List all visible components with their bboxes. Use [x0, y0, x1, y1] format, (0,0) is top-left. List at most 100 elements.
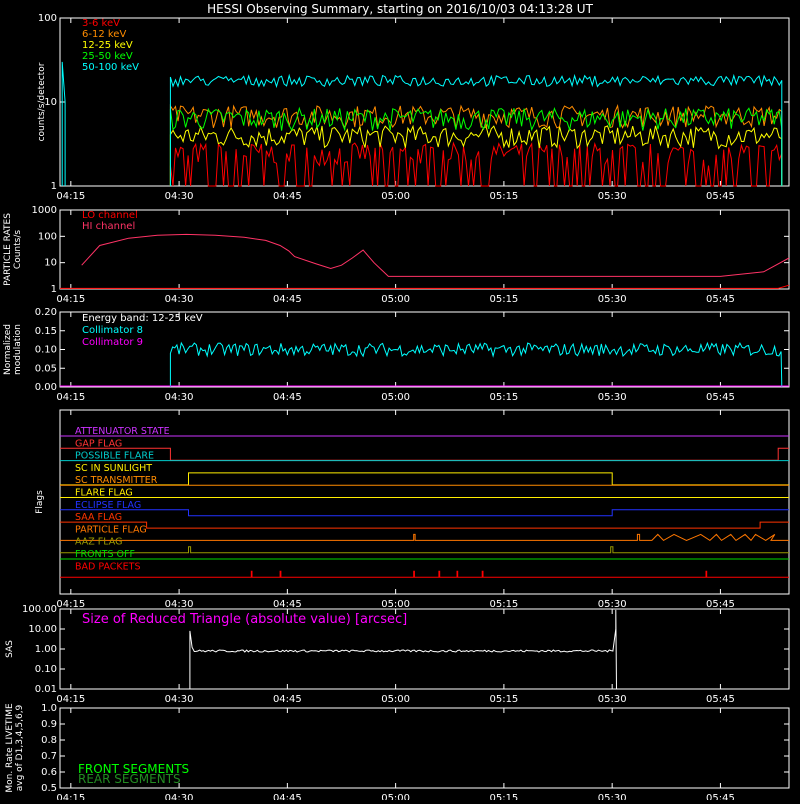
y-tick-label: 0.10: [35, 664, 57, 675]
x-tick-label: 04:45: [273, 294, 302, 305]
x-tick-label: 04:45: [273, 694, 302, 705]
x-tick-label: 04:15: [56, 294, 85, 305]
x-tick-label: 05:30: [598, 294, 627, 305]
flag-label: FRONTS OFF: [75, 549, 135, 560]
x-tick-label: 04:45: [273, 599, 302, 610]
flag-label: ATTENUATOR STATE: [75, 426, 170, 437]
count-series-50-100-keV: [169, 73, 783, 186]
y-tick-label: 0.01: [35, 684, 57, 695]
x-tick-label: 04:30: [165, 191, 194, 202]
legend-entry: 6-12 keV: [82, 29, 126, 40]
y-tick-label: 1: [51, 181, 57, 192]
y-tick-label: 0.8: [41, 735, 57, 746]
x-tick-label: 04:30: [165, 294, 194, 305]
x-tick-label: 05:00: [381, 793, 410, 800]
sas-series: [189, 609, 617, 690]
particle-series-lo-channel: [60, 284, 790, 289]
count-series-start-spike: [61, 61, 66, 186]
x-tick-label: 04:15: [56, 392, 85, 403]
x-tick-label: 05:45: [706, 191, 735, 202]
x-tick-label: 04:30: [165, 694, 194, 705]
legend-entry: 12-25 keV: [82, 40, 133, 51]
x-tick-label: 05:00: [381, 694, 410, 705]
count-series-3-6-keV: [169, 141, 783, 187]
x-tick-label: 04:30: [165, 793, 194, 800]
flag-line-aaz-flag: [60, 546, 789, 554]
x-tick-label: 05:15: [489, 793, 518, 800]
x-tick-label: 04:45: [273, 793, 302, 800]
y-axis-label: Flags: [35, 490, 45, 514]
legend-entry: 50-100 keV: [82, 62, 139, 73]
x-tick-label: 05:15: [489, 392, 518, 403]
y-tick-label: 0.5: [41, 783, 57, 794]
panel-frame-flags: [59, 409, 790, 595]
x-tick-label: 05:30: [598, 599, 627, 610]
legend-entry: REAR SEGMENTS: [78, 772, 181, 786]
count-series-6-12-keV: [169, 104, 783, 186]
flag-label: PARTICLE FLAG: [75, 524, 147, 535]
plot-layer: 04:15 04:30 04:45 05:00 05:15 05:30 05:4511010…: [3, 13, 790, 804]
y-axis-label: SAS: [5, 640, 15, 658]
x-tick-label: 04:15: [56, 793, 85, 800]
x-tick-label: 04:30: [165, 599, 194, 610]
y-tick-label: 0.10: [35, 345, 57, 356]
flag-line-eclipse-flag: [60, 509, 789, 517]
panel-frame-livetime: [59, 707, 790, 789]
y-tick-label: 0.00: [35, 382, 57, 393]
y-tick-label: 0.9: [41, 719, 57, 730]
y-tick-label: 100.00: [22, 604, 57, 615]
x-tick-label: 05:00: [381, 191, 410, 202]
annotation-energy-band: Energy band: 12-25 keV: [82, 313, 203, 324]
y-tick-label: 10: [44, 258, 57, 269]
legend-entry: 25-50 keV: [82, 51, 133, 62]
count-series-12-25-keV: [169, 124, 783, 186]
x-tick-label: 05:30: [598, 392, 627, 403]
x-tick-label: 05:15: [489, 294, 518, 305]
sas-annotation: Size of Reduced Triangle (absolute value…: [82, 612, 407, 627]
x-tick-label: 05:30: [598, 793, 627, 800]
x-tick-label: 05:45: [706, 694, 735, 705]
legend-entry: HI channel: [82, 221, 135, 232]
flag-line-bad-packets: [60, 570, 789, 578]
y-axis-label: modulation: [13, 324, 23, 375]
x-tick-label: 04:15: [56, 599, 85, 610]
flag-label: AAZ FLAG: [75, 537, 122, 548]
flag-label: BAD PACKETS: [75, 561, 141, 572]
y-axis-label: counts/s/detector: [37, 62, 47, 141]
x-tick-label: 05:15: [489, 191, 518, 202]
y-tick-label: 10.00: [28, 624, 57, 635]
y-axis-label: Normalized: [3, 324, 13, 375]
y-tick-label: 1000: [32, 205, 57, 216]
y-tick-label: 1.00: [35, 644, 57, 655]
flag-label: SC IN SUNLIGHT: [75, 463, 152, 474]
flag-label: SAA FLAG: [75, 512, 122, 523]
y-tick-label: 100: [38, 231, 57, 242]
y-tick-label: 100: [38, 13, 57, 24]
legend-entry: Collimator 8: [82, 325, 143, 336]
flag-line-particle-flag: [60, 533, 789, 542]
x-tick-label: 05:30: [598, 694, 627, 705]
x-tick-label: 04:45: [273, 191, 302, 202]
x-tick-label: 04:30: [165, 392, 194, 403]
flag-label: FLARE FLAG: [75, 488, 133, 499]
panel-frame-particle-rates: [59, 209, 790, 290]
x-tick-label: 05:00: [381, 392, 410, 403]
y-axis-label: PARTICLE RATES: [3, 213, 13, 286]
y-tick-label: 0.05: [35, 363, 57, 374]
modulation-series-collimator-8: [169, 341, 783, 388]
flag-line-saa-flag: [60, 521, 789, 529]
y-tick-label: 10: [44, 97, 57, 108]
y-tick-label: 0.20: [35, 307, 57, 318]
x-tick-label: 05:30: [598, 191, 627, 202]
x-tick-label: 04:45: [273, 392, 302, 403]
x-tick-label: 05:45: [706, 392, 735, 403]
flag-label: GAP FLAG: [75, 438, 122, 449]
x-tick-label: 05:00: [381, 599, 410, 610]
flag-label: POSSIBLE FLARE: [75, 451, 154, 462]
y-axis-label: avg of D1,3,4,5,6,9: [15, 704, 25, 791]
flag-label: ECLIPSE FLAG: [75, 500, 141, 511]
x-tick-label: 05:15: [489, 694, 518, 705]
y-tick-label: 1: [51, 284, 57, 295]
